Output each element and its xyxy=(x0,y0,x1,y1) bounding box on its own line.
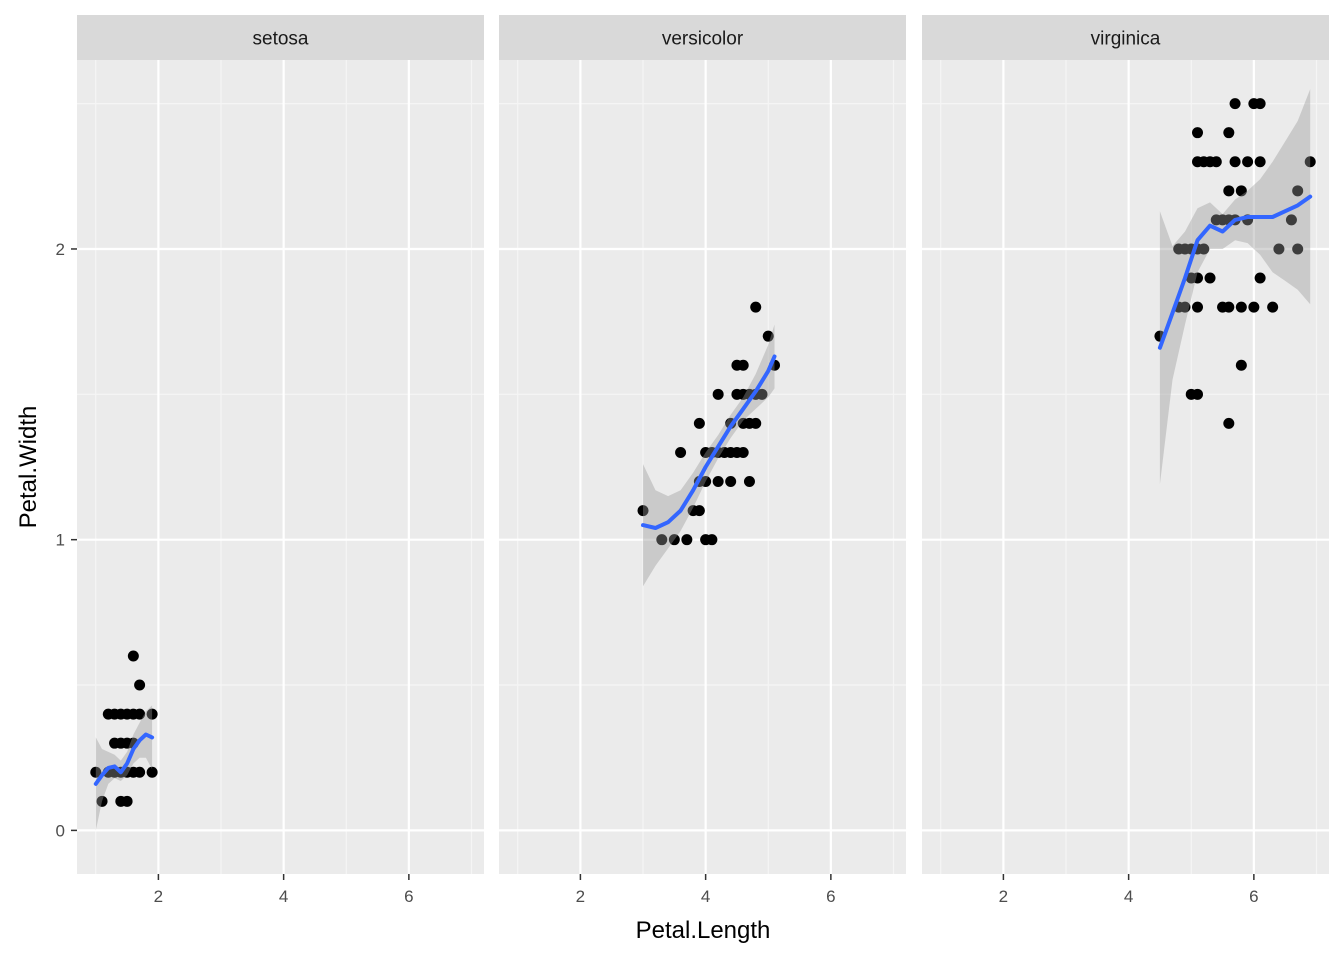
smooth-line xyxy=(93,732,155,786)
data-point xyxy=(1179,301,1191,313)
smooth-line xyxy=(641,354,777,530)
data-point xyxy=(750,417,762,429)
data-point xyxy=(712,476,724,488)
y-axis-title: Petal.Width xyxy=(15,406,42,529)
data-point xyxy=(1192,301,1204,313)
y-tick-label: 1 xyxy=(56,531,65,550)
data-point xyxy=(1304,156,1316,168)
data-point xyxy=(1242,156,1254,168)
data-point xyxy=(146,708,158,720)
panel-background xyxy=(922,60,1329,874)
y-axis: 0 1 2 xyxy=(56,240,77,840)
data-point xyxy=(1267,301,1279,313)
data-point xyxy=(1285,214,1297,226)
facet-panels: setosa 2 4 6 versicolor 2 4 6 virginica 2 4 6 xyxy=(77,15,1329,906)
data-point xyxy=(1223,185,1235,197)
facet-strip-label: setosa xyxy=(253,29,309,50)
panel-background xyxy=(77,60,484,874)
confidence-band xyxy=(1159,89,1311,485)
y-tick-label: 0 xyxy=(56,821,65,840)
data-point xyxy=(737,446,749,458)
data-point xyxy=(146,766,158,778)
x-tick-label: 4 xyxy=(701,887,710,906)
data-point xyxy=(134,708,146,720)
data-point xyxy=(1292,185,1304,197)
data-point xyxy=(743,476,755,488)
data-point xyxy=(1192,388,1204,400)
data-point xyxy=(1235,185,1247,197)
facet-panel-virginica: virginica 2 4 6 xyxy=(922,15,1329,906)
x-tick-label: 2 xyxy=(999,887,1008,906)
data-point xyxy=(762,330,774,342)
data-point xyxy=(1235,301,1247,313)
data-point xyxy=(1198,243,1210,255)
smooth-line xyxy=(1157,194,1313,350)
data-point xyxy=(712,388,724,400)
data-point xyxy=(1210,156,1222,168)
x-tick-label: 6 xyxy=(404,887,413,906)
data-point xyxy=(637,505,649,517)
facet-strip xyxy=(922,15,1329,60)
facet-strip xyxy=(77,15,484,60)
data-point xyxy=(102,708,114,720)
facet-panel-versicolor: versicolor 2 4 6 xyxy=(499,15,906,906)
data-point xyxy=(121,795,133,807)
facet-strip-label: virginica xyxy=(1091,29,1161,50)
data-point xyxy=(1248,301,1260,313)
data-point xyxy=(693,505,705,517)
data-point xyxy=(1254,156,1266,168)
data-point xyxy=(700,476,712,488)
data-point xyxy=(1254,272,1266,284)
data-point xyxy=(1192,272,1204,284)
data-point xyxy=(750,301,762,313)
data-point xyxy=(656,534,668,546)
data-point xyxy=(681,534,693,546)
data-point xyxy=(1223,301,1235,313)
data-point xyxy=(1192,127,1204,139)
x-axis-title: Petal.Length xyxy=(636,917,771,944)
x-tick-label: 4 xyxy=(279,887,288,906)
data-point xyxy=(1292,243,1304,255)
x-tick-label: 4 xyxy=(1124,887,1133,906)
x-tick-label: 6 xyxy=(826,887,835,906)
facet-panel-setosa: setosa 2 4 6 xyxy=(77,15,484,906)
data-point xyxy=(725,476,737,488)
data-point xyxy=(737,359,749,371)
data-point xyxy=(1273,243,1285,255)
data-point xyxy=(675,446,687,458)
x-tick-label: 2 xyxy=(154,887,163,906)
data-point xyxy=(1229,98,1241,110)
data-point xyxy=(1223,127,1235,139)
data-point xyxy=(134,766,146,778)
data-point xyxy=(1223,417,1235,429)
x-tick-label: 6 xyxy=(1249,887,1258,906)
data-point xyxy=(1204,272,1216,284)
data-point xyxy=(668,534,680,546)
y-tick-label: 2 xyxy=(56,240,65,259)
data-point xyxy=(96,795,108,807)
data-point xyxy=(134,679,146,691)
data-point xyxy=(706,534,718,546)
data-point xyxy=(693,417,705,429)
data-point xyxy=(127,650,139,662)
facet-strip xyxy=(499,15,906,60)
panel-background xyxy=(499,60,906,874)
confidence-band xyxy=(643,324,775,587)
data-point xyxy=(1229,156,1241,168)
data-point xyxy=(1254,98,1266,110)
data-point xyxy=(90,766,102,778)
facet-strip-label: versicolor xyxy=(662,29,744,50)
data-point xyxy=(1235,359,1247,371)
x-tick-label: 2 xyxy=(576,887,585,906)
